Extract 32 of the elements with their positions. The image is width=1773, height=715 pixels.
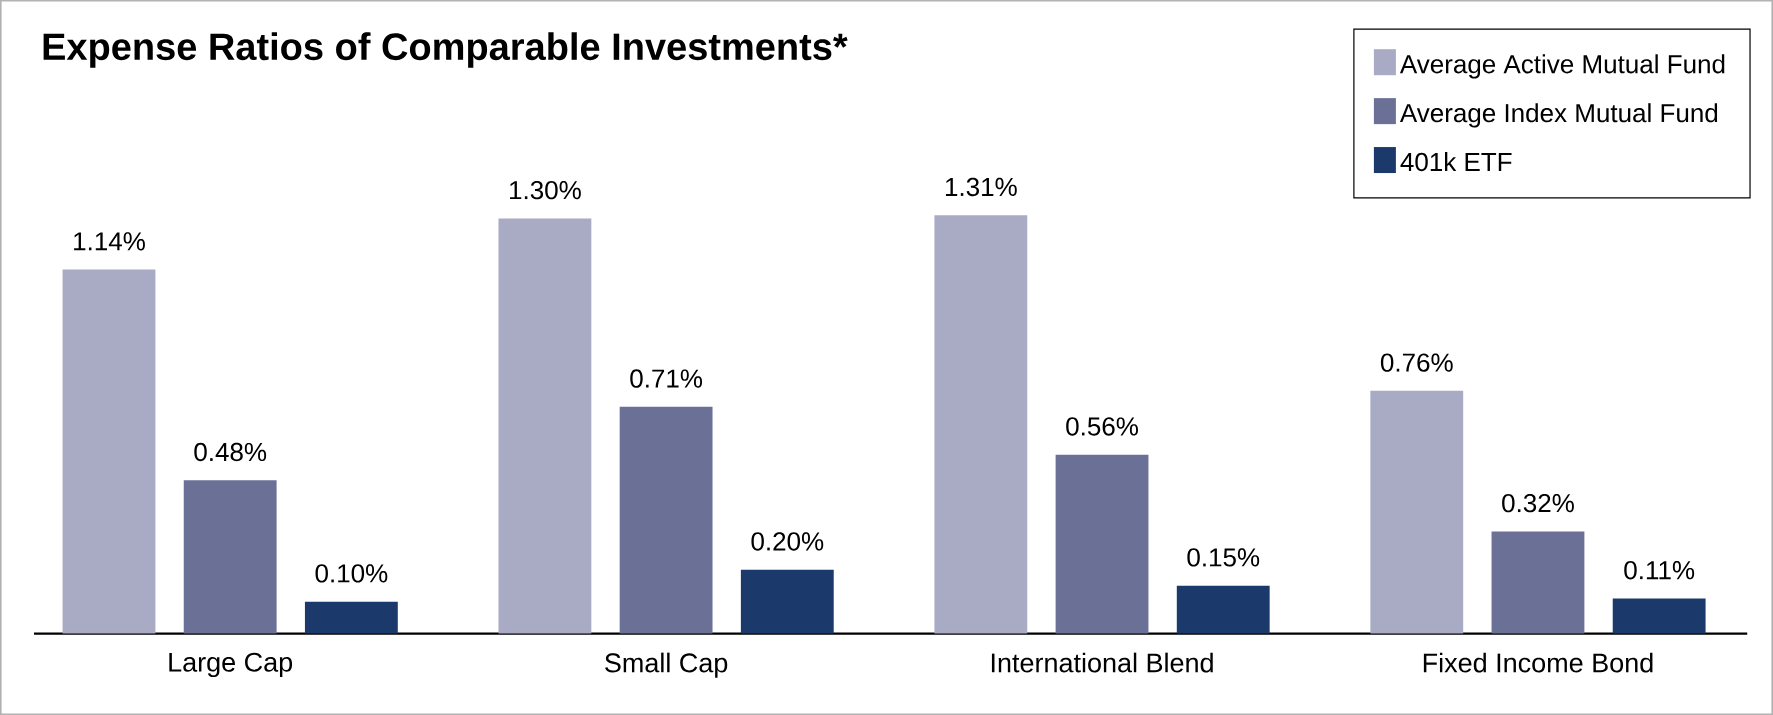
x-tick-label: Fixed Income Bond	[1423, 652, 1653, 673]
bar	[740, 569, 834, 634]
legend-label: 401k ETF	[1400, 152, 1512, 172]
x-tick-label: International Blend	[991, 652, 1213, 673]
data-label: 0.15%	[1187, 548, 1260, 567]
bar	[934, 215, 1028, 634]
data-label: 0.76%	[1380, 353, 1453, 372]
x-tick-label: Small Cap	[605, 652, 728, 678]
data-label: 1.30%	[510, 180, 581, 200]
bar	[619, 406, 713, 634]
bar	[183, 480, 277, 634]
x-tick-label: Large Cap	[169, 652, 293, 678]
bar	[304, 601, 398, 634]
bar	[1491, 531, 1585, 634]
bar	[1055, 454, 1149, 634]
legend-label: Average Active Mutual Fund	[1399, 54, 1725, 79]
data-label: 0.48%	[194, 442, 267, 462]
bar	[1612, 598, 1706, 634]
bar	[498, 218, 592, 634]
data-label: 1.31%	[945, 177, 1017, 197]
data-label: 0.71%	[630, 369, 703, 388]
bar	[1370, 390, 1464, 634]
chart-title: Expense Ratios of Comparable Investments*	[43, 32, 848, 68]
data-label: 1.14%	[74, 232, 145, 251]
data-label: 0.11%	[1624, 560, 1695, 580]
data-label: 0.56%	[1066, 417, 1138, 436]
data-label: 0.10%	[315, 564, 388, 583]
data-label: 0.32%	[1502, 493, 1574, 513]
bar	[1176, 585, 1270, 634]
bar	[62, 269, 156, 634]
legend-label: Average Index Mutual Fund	[1399, 103, 1718, 128]
data-label: 0.20%	[751, 532, 824, 551]
